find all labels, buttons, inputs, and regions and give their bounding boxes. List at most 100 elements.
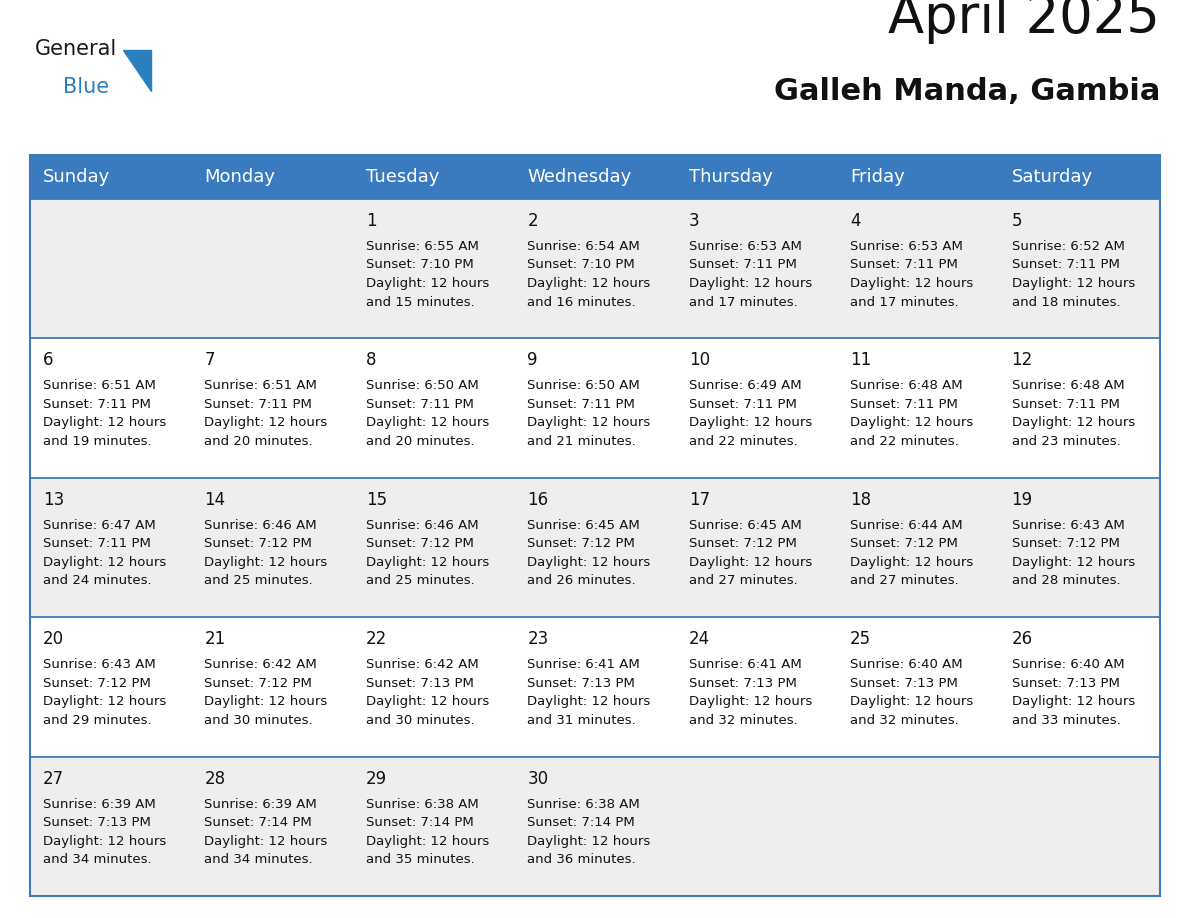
Bar [30, 617, 1159, 756]
Text: Daylight: 12 hours: Daylight: 12 hours [43, 417, 166, 430]
Text: Sunset: 7:11 PM: Sunset: 7:11 PM [851, 397, 958, 411]
Text: Thursday: Thursday [689, 168, 772, 186]
Text: and 24 minutes.: and 24 minutes. [43, 575, 152, 588]
Text: Daylight: 12 hours: Daylight: 12 hours [366, 834, 489, 847]
Text: Sunset: 7:11 PM: Sunset: 7:11 PM [851, 259, 958, 272]
Text: Sunset: 7:12 PM: Sunset: 7:12 PM [689, 537, 797, 550]
Text: Sunrise: 6:49 AM: Sunrise: 6:49 AM [689, 379, 802, 392]
Text: and 27 minutes.: and 27 minutes. [689, 575, 797, 588]
Text: Daylight: 12 hours: Daylight: 12 hours [1011, 277, 1135, 290]
Text: 8: 8 [366, 352, 377, 369]
Text: Sunrise: 6:44 AM: Sunrise: 6:44 AM [851, 519, 962, 532]
Text: and 27 minutes.: and 27 minutes. [851, 575, 959, 588]
Text: and 35 minutes.: and 35 minutes. [366, 853, 475, 866]
Text: Sunrise: 6:46 AM: Sunrise: 6:46 AM [204, 519, 317, 532]
Text: 24: 24 [689, 630, 710, 648]
Text: Sunrise: 6:51 AM: Sunrise: 6:51 AM [204, 379, 317, 392]
Text: and 34 minutes.: and 34 minutes. [43, 853, 152, 866]
Text: Sunrise: 6:39 AM: Sunrise: 6:39 AM [43, 798, 156, 811]
Text: Sunrise: 6:53 AM: Sunrise: 6:53 AM [689, 240, 802, 253]
Text: 28: 28 [204, 769, 226, 788]
Text: Sunset: 7:13 PM: Sunset: 7:13 PM [43, 816, 151, 829]
Text: Daylight: 12 hours: Daylight: 12 hours [527, 695, 651, 708]
Text: Sunrise: 6:48 AM: Sunrise: 6:48 AM [1011, 379, 1124, 392]
Text: Saturday: Saturday [1011, 168, 1093, 186]
Text: and 33 minutes.: and 33 minutes. [1011, 713, 1120, 727]
Text: Galleh Manda, Gambia: Galleh Manda, Gambia [773, 77, 1159, 106]
Text: 17: 17 [689, 491, 710, 509]
Text: 3: 3 [689, 212, 700, 230]
Text: Daylight: 12 hours: Daylight: 12 hours [851, 277, 973, 290]
Text: and 17 minutes.: and 17 minutes. [689, 296, 797, 308]
Text: April 2025: April 2025 [889, 0, 1159, 44]
Text: Daylight: 12 hours: Daylight: 12 hours [851, 695, 973, 708]
Bar [30, 155, 1159, 896]
Text: Sunset: 7:11 PM: Sunset: 7:11 PM [43, 397, 151, 411]
Text: 1: 1 [366, 212, 377, 230]
Text: Sunset: 7:13 PM: Sunset: 7:13 PM [527, 677, 636, 689]
Text: Sunset: 7:11 PM: Sunset: 7:11 PM [689, 259, 797, 272]
Text: and 22 minutes.: and 22 minutes. [851, 435, 959, 448]
Text: 26: 26 [1011, 630, 1032, 648]
Text: 9: 9 [527, 352, 538, 369]
Text: Sunset: 7:12 PM: Sunset: 7:12 PM [1011, 537, 1119, 550]
Text: 22: 22 [366, 630, 387, 648]
Text: 7: 7 [204, 352, 215, 369]
Text: Sunrise: 6:38 AM: Sunrise: 6:38 AM [366, 798, 479, 811]
Text: Tuesday: Tuesday [366, 168, 440, 186]
Text: Daylight: 12 hours: Daylight: 12 hours [43, 834, 166, 847]
Text: Sunrise: 6:43 AM: Sunrise: 6:43 AM [43, 658, 156, 671]
Text: Sunrise: 6:53 AM: Sunrise: 6:53 AM [851, 240, 963, 253]
Text: Sunrise: 6:55 AM: Sunrise: 6:55 AM [366, 240, 479, 253]
Text: Sunrise: 6:52 AM: Sunrise: 6:52 AM [1011, 240, 1125, 253]
Text: and 20 minutes.: and 20 minutes. [204, 435, 314, 448]
Text: Sunrise: 6:43 AM: Sunrise: 6:43 AM [1011, 519, 1124, 532]
Text: 19: 19 [1011, 491, 1032, 509]
Text: and 20 minutes.: and 20 minutes. [366, 435, 474, 448]
Text: Daylight: 12 hours: Daylight: 12 hours [366, 277, 489, 290]
Text: Sunset: 7:11 PM: Sunset: 7:11 PM [43, 537, 151, 550]
Text: Daylight: 12 hours: Daylight: 12 hours [366, 555, 489, 569]
Bar [30, 477, 1159, 617]
Text: 2: 2 [527, 212, 538, 230]
Text: Daylight: 12 hours: Daylight: 12 hours [366, 695, 489, 708]
Text: Sunrise: 6:42 AM: Sunrise: 6:42 AM [204, 658, 317, 671]
Text: Sunset: 7:13 PM: Sunset: 7:13 PM [851, 677, 958, 689]
Text: Monday: Monday [204, 168, 276, 186]
Text: 11: 11 [851, 352, 871, 369]
Text: Daylight: 12 hours: Daylight: 12 hours [204, 417, 328, 430]
Text: 4: 4 [851, 212, 860, 230]
Bar [30, 155, 1159, 199]
Text: Sunrise: 6:38 AM: Sunrise: 6:38 AM [527, 798, 640, 811]
Text: Sunset: 7:11 PM: Sunset: 7:11 PM [366, 397, 474, 411]
Text: 25: 25 [851, 630, 871, 648]
Text: 10: 10 [689, 352, 710, 369]
Text: and 25 minutes.: and 25 minutes. [366, 575, 475, 588]
Text: Sunrise: 6:46 AM: Sunrise: 6:46 AM [366, 519, 479, 532]
Text: Daylight: 12 hours: Daylight: 12 hours [527, 834, 651, 847]
Text: Sunset: 7:14 PM: Sunset: 7:14 PM [366, 816, 474, 829]
Text: Sunrise: 6:45 AM: Sunrise: 6:45 AM [689, 519, 802, 532]
Text: 16: 16 [527, 491, 549, 509]
Text: and 18 minutes.: and 18 minutes. [1011, 296, 1120, 308]
Text: Sunset: 7:12 PM: Sunset: 7:12 PM [43, 677, 151, 689]
Text: Sunset: 7:10 PM: Sunset: 7:10 PM [527, 259, 636, 272]
Text: Sunrise: 6:40 AM: Sunrise: 6:40 AM [1011, 658, 1124, 671]
Text: Daylight: 12 hours: Daylight: 12 hours [689, 555, 811, 569]
Text: Sunrise: 6:41 AM: Sunrise: 6:41 AM [527, 658, 640, 671]
Text: Sunset: 7:12 PM: Sunset: 7:12 PM [204, 677, 312, 689]
Text: 27: 27 [43, 769, 64, 788]
Text: Sunset: 7:12 PM: Sunset: 7:12 PM [366, 537, 474, 550]
Text: Daylight: 12 hours: Daylight: 12 hours [1011, 417, 1135, 430]
Text: and 32 minutes.: and 32 minutes. [851, 713, 959, 727]
Text: 12: 12 [1011, 352, 1032, 369]
Text: Daylight: 12 hours: Daylight: 12 hours [851, 555, 973, 569]
Text: Sunrise: 6:48 AM: Sunrise: 6:48 AM [851, 379, 962, 392]
Text: and 17 minutes.: and 17 minutes. [851, 296, 959, 308]
Text: Sunrise: 6:54 AM: Sunrise: 6:54 AM [527, 240, 640, 253]
Text: Daylight: 12 hours: Daylight: 12 hours [527, 417, 651, 430]
Text: and 30 minutes.: and 30 minutes. [204, 713, 314, 727]
Text: Daylight: 12 hours: Daylight: 12 hours [1011, 555, 1135, 569]
Text: 6: 6 [43, 352, 53, 369]
Text: 14: 14 [204, 491, 226, 509]
